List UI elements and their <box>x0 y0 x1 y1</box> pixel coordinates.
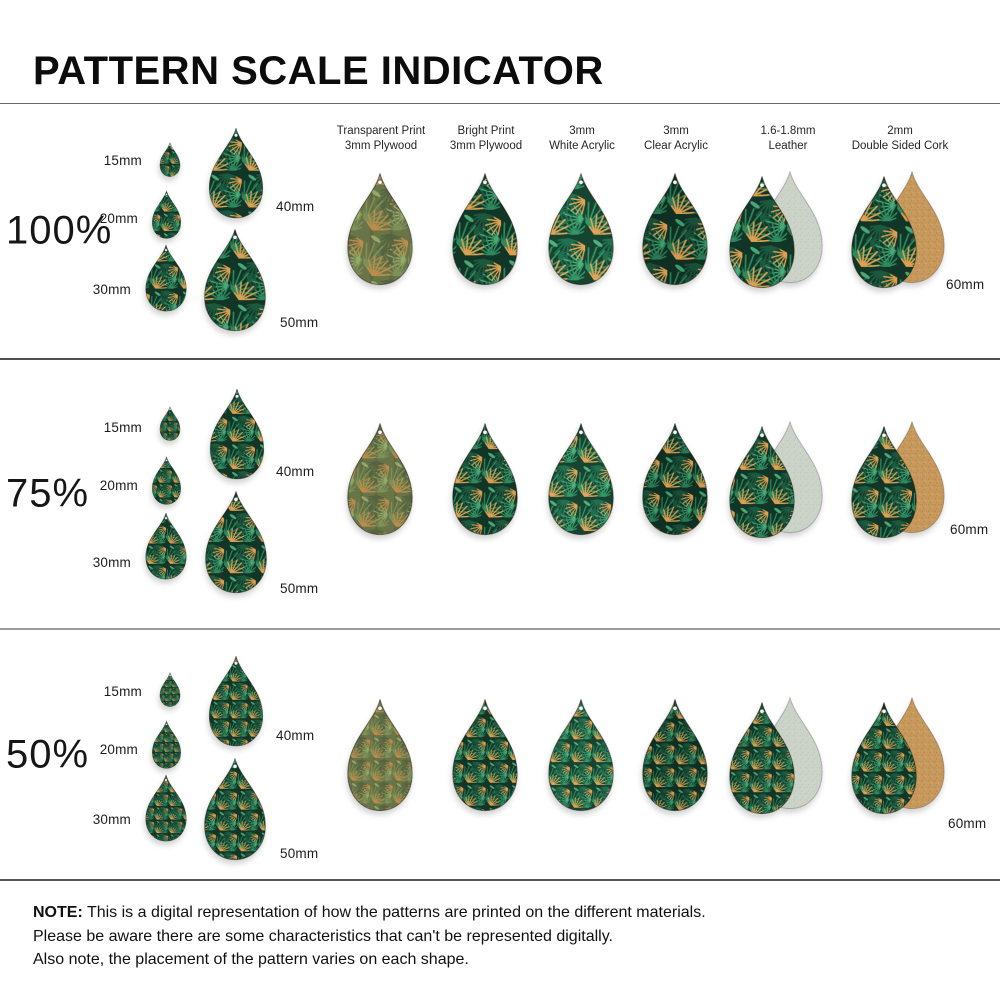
teardrop-60mm-leather-pair <box>727 420 825 539</box>
material-label-leather: 1.6-1.8mm Leather <box>760 125 816 152</box>
divider-bottom <box>0 879 1000 881</box>
material-label-clear-acrylic: 3mm Clear Acrylic <box>644 125 708 152</box>
teardrop-60mm-cork-pair <box>849 696 947 815</box>
scale-percent-label: 50% <box>6 732 90 776</box>
teardrop-60mm-bright-plywood <box>450 422 520 536</box>
size-label-40mm: 40mm <box>276 464 315 479</box>
teardrop-40mm <box>207 127 265 219</box>
size-label-30mm: 30mm <box>92 555 131 570</box>
divider-top <box>0 103 1000 104</box>
size-label-50mm: 50mm <box>280 846 319 861</box>
teardrop-15mm <box>159 406 181 441</box>
note-line-3: Also note, the placement of the pattern … <box>33 951 469 968</box>
scale-row-75: 75% 15mm 20mm 30mm 40mm 50mm 60mm <box>0 360 1000 628</box>
teardrop-60mm-leather-pair <box>727 170 825 289</box>
teardrop-60mm-transparent-plywood <box>345 422 415 536</box>
size-label-40mm: 40mm <box>276 728 315 743</box>
teardrop-60mm-white-acrylic <box>546 698 616 812</box>
scale-row-100: 100% Transparent Print 3mm Plywood Brigh… <box>0 104 1000 358</box>
teardrop-60mm-cork-pair <box>849 170 947 289</box>
size-label-20mm: 20mm <box>99 742 138 757</box>
material-label-bright-plywood: Bright Print 3mm Plywood <box>449 125 523 152</box>
teardrop-15mm <box>159 142 181 177</box>
teardrop-40mm <box>208 388 266 480</box>
material-label-transparent-plywood: Transparent Print 3mm Plywood <box>336 125 426 152</box>
size-label-50mm: 50mm <box>280 315 319 330</box>
divider-2 <box>0 628 1000 630</box>
size-label-60mm: 60mm <box>946 277 985 292</box>
teardrop-60mm-white-acrylic <box>546 172 616 286</box>
divider-1 <box>0 358 1000 360</box>
page-title: PATTERN SCALE INDICATOR <box>33 48 604 93</box>
material-label-cork: 2mm Double Sided Cork <box>851 125 949 152</box>
teardrop-20mm <box>151 190 182 239</box>
teardrop-50mm <box>203 490 269 594</box>
size-label-15mm: 15mm <box>103 684 142 699</box>
size-label-60mm: 60mm <box>948 816 987 831</box>
size-label-20mm: 20mm <box>99 211 138 226</box>
material-label-white-acrylic: 3mm White Acrylic <box>549 125 615 152</box>
teardrop-60mm-cork-pair <box>849 420 947 539</box>
teardrop-50mm <box>202 757 268 861</box>
size-label-20mm: 20mm <box>99 478 138 493</box>
teardrop-60mm-clear-acrylic <box>640 698 710 812</box>
teardrop-60mm-bright-plywood <box>450 698 520 812</box>
teardrop-50mm <box>202 228 268 332</box>
size-label-15mm: 15mm <box>103 420 142 435</box>
scale-row-50: 50% 15mm 20mm 30mm 40mm 50mm 60mm <box>0 630 1000 879</box>
teardrop-60mm-transparent-plywood <box>345 698 415 812</box>
note-line-1: NOTE: This is a digital representation o… <box>33 904 706 921</box>
teardrop-30mm <box>144 512 188 580</box>
teardrop-60mm-transparent-plywood <box>345 172 415 286</box>
size-label-15mm: 15mm <box>103 153 142 168</box>
teardrop-60mm-white-acrylic <box>546 422 616 536</box>
size-label-50mm: 50mm <box>280 581 319 596</box>
teardrop-60mm-clear-acrylic <box>640 422 710 536</box>
teardrop-60mm-leather-pair <box>727 696 825 815</box>
teardrop-30mm <box>144 774 188 842</box>
size-label-40mm: 40mm <box>276 199 315 214</box>
size-label-30mm: 30mm <box>92 812 131 827</box>
note-line-2: Please be aware there are some character… <box>33 927 613 945</box>
note-label: NOTE: <box>33 904 83 921</box>
size-label-60mm: 60mm <box>950 522 989 537</box>
teardrop-30mm <box>144 244 188 312</box>
teardrop-40mm <box>207 655 265 747</box>
teardrop-60mm-clear-acrylic <box>640 172 710 286</box>
teardrop-20mm <box>151 720 182 769</box>
teardrop-15mm <box>159 672 181 707</box>
scale-percent-label: 100% <box>6 208 113 253</box>
teardrop-60mm-bright-plywood <box>450 172 520 286</box>
size-label-30mm: 30mm <box>92 282 131 297</box>
teardrop-20mm <box>151 456 182 505</box>
scale-percent-label: 75% <box>6 471 90 516</box>
note-block: NOTE: This is a digital representation o… <box>33 901 706 972</box>
